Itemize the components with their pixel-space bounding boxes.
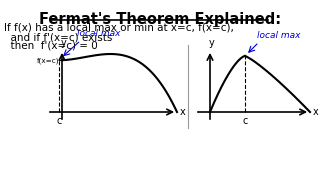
Text: c: c <box>242 116 248 126</box>
Text: c: c <box>56 116 61 126</box>
Text: y: y <box>61 38 67 48</box>
Text: local max: local max <box>77 29 120 38</box>
Text: local max: local max <box>257 31 300 40</box>
Text: Fermat's Theorem Explained:: Fermat's Theorem Explained: <box>39 12 281 27</box>
Text: If f(x) has a local max or min at x=c, f(x=c),: If f(x) has a local max or min at x=c, f… <box>4 23 234 33</box>
Text: then  f'(x=c) = 0: then f'(x=c) = 0 <box>4 40 98 50</box>
Text: f(x=c): f(x=c) <box>36 57 59 64</box>
Text: x: x <box>180 107 186 117</box>
Text: y: y <box>209 38 215 48</box>
Text: x: x <box>313 107 319 117</box>
Text: and if f'(x=c) exists: and if f'(x=c) exists <box>4 32 112 42</box>
